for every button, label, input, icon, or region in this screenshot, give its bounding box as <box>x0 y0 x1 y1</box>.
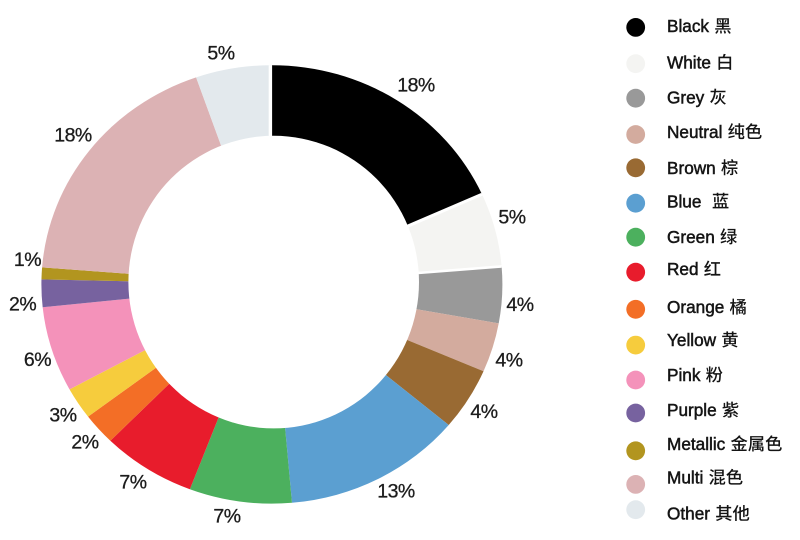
svg-text:White: White <box>667 53 711 73</box>
svg-text:4%: 4% <box>506 294 533 316</box>
svg-text:Grey: Grey <box>667 87 705 107</box>
svg-text:18%: 18% <box>397 75 435 97</box>
svg-text:Blue: Blue <box>667 191 701 211</box>
svg-text:Yellow: Yellow <box>667 330 717 350</box>
svg-text:2%: 2% <box>9 294 36 316</box>
svg-text:5%: 5% <box>207 42 234 64</box>
svg-text:3%: 3% <box>49 405 76 427</box>
svg-text:18%: 18% <box>54 125 92 147</box>
svg-text:4%: 4% <box>470 401 497 423</box>
svg-text:5%: 5% <box>498 207 525 229</box>
svg-text:7%: 7% <box>213 505 240 527</box>
svg-text:7%: 7% <box>119 472 146 494</box>
svg-text:Purple: Purple <box>667 400 717 420</box>
svg-text:Orange: Orange <box>667 297 724 317</box>
svg-text:2%: 2% <box>71 431 98 453</box>
svg-text:Multi: Multi <box>667 468 703 488</box>
svg-text:Green: Green <box>667 227 715 247</box>
svg-text:Black: Black <box>667 16 709 36</box>
svg-text:Red: Red <box>667 259 699 279</box>
svg-text:1%: 1% <box>14 249 41 271</box>
svg-text:13%: 13% <box>377 481 415 503</box>
svg-text:Brown: Brown <box>667 158 716 178</box>
svg-text:4%: 4% <box>495 350 522 372</box>
svg-text:6%: 6% <box>24 349 51 371</box>
svg-text:Pink: Pink <box>667 365 701 385</box>
svg-text:Metallic: Metallic <box>667 434 726 454</box>
svg-text:Other: Other <box>667 504 710 524</box>
svg-text:Neutral: Neutral <box>667 122 722 142</box>
